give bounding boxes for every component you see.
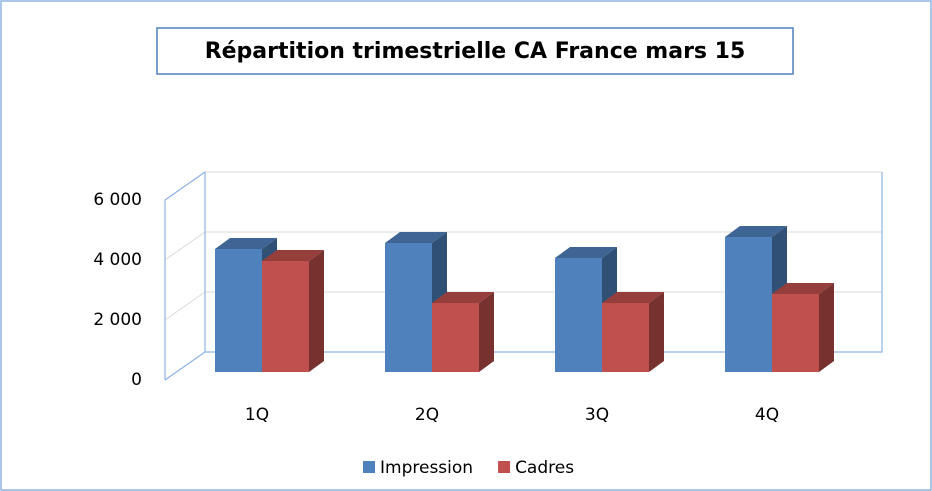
y-tick-label: 0 [131, 370, 142, 390]
bar-side [649, 292, 664, 372]
bar-top [772, 283, 834, 294]
bar [432, 303, 479, 372]
left-wall-edge [164, 171, 206, 201]
bar [215, 249, 262, 372]
bar-top [602, 292, 664, 303]
legend-swatch [498, 461, 511, 473]
floor-edge [164, 351, 206, 381]
bar-top [215, 238, 277, 249]
x-tick-label: 3Q [585, 405, 609, 425]
y-tick-label: 2 000 [93, 310, 142, 330]
legend-label: Cadres [515, 458, 574, 478]
y-tick-label: 4 000 [93, 250, 142, 270]
bar [262, 261, 309, 372]
bar [555, 258, 602, 372]
bar-top [385, 232, 447, 243]
bar-side [819, 283, 834, 372]
chart-title: Répartition trimestrielle CA France mars… [205, 39, 746, 64]
bar [772, 294, 819, 372]
bar [385, 243, 432, 372]
x-tick-label: 1Q [245, 405, 269, 425]
bar-side [309, 250, 324, 372]
y-tick-label: 6 000 [93, 190, 142, 210]
legend-swatch [363, 461, 375, 473]
bar-top [262, 250, 324, 261]
legend-label: Impression [380, 458, 473, 478]
bar-top [555, 247, 617, 258]
back-wall [204, 172, 883, 353]
x-tick-label: 4Q [755, 405, 779, 425]
grid-line [164, 231, 206, 261]
bar [725, 237, 772, 372]
grid-line [164, 291, 206, 321]
x-tick-label: 2Q [415, 405, 439, 425]
bar-top [432, 292, 494, 303]
bar [602, 303, 649, 372]
bar-top [725, 226, 787, 237]
title-box [156, 27, 794, 75]
bar-side [479, 292, 494, 372]
